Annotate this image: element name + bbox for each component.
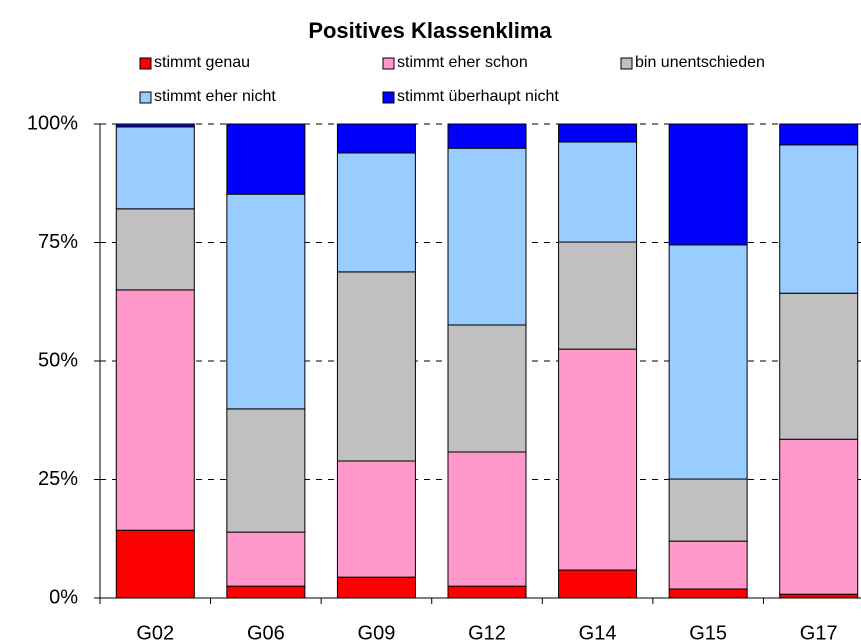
bar-segment: [558, 348, 638, 571]
bar-segment: [115, 529, 195, 599]
legend-label: bin unentschieden: [635, 54, 765, 71]
bar-segment: [668, 478, 748, 542]
bar-segment: [447, 123, 527, 149]
bar-segment: [115, 208, 195, 291]
bar-segment: [668, 244, 748, 480]
bar-segment: [668, 123, 748, 246]
bar-segment: [558, 241, 638, 350]
y-tick-label: 100%: [27, 112, 78, 134]
bar-segment: [336, 152, 416, 273]
x-tick-label: G12: [468, 622, 506, 644]
bar-segment: [779, 292, 859, 440]
bar-segment: [115, 126, 195, 210]
y-tick-label: 50%: [38, 349, 78, 371]
bar-segment: [779, 438, 859, 595]
legend-label: stimmt genau: [154, 54, 250, 71]
bar-segment: [115, 123, 195, 128]
legend-label: stimmt überhaupt nicht: [397, 88, 559, 105]
legend-swatch: [139, 57, 152, 70]
bar-segment: [115, 289, 195, 531]
x-tick-label: G09: [358, 622, 396, 644]
bar-segment: [779, 123, 859, 146]
bar-segment: [558, 123, 638, 143]
bar-segment: [447, 147, 527, 326]
legend-label: stimmt eher schon: [397, 54, 528, 71]
legend-swatch: [620, 57, 633, 70]
x-tick-label: G17: [800, 622, 838, 644]
legend-swatch: [382, 91, 395, 104]
bar-segment: [779, 144, 859, 294]
bar-segment: [336, 460, 416, 578]
bar-segment: [668, 588, 748, 599]
bar-segment: [779, 593, 859, 599]
bar-segment: [447, 324, 527, 453]
bar-segment: [558, 141, 638, 243]
bar-segment: [558, 569, 638, 599]
bar-segment: [336, 123, 416, 154]
y-tick-label: 25%: [38, 468, 78, 490]
x-tick-label: G02: [136, 622, 174, 644]
x-tick-label: G06: [247, 622, 285, 644]
bar-segment: [226, 193, 306, 410]
x-tick-label: G14: [579, 622, 617, 644]
legend-swatch: [382, 57, 395, 70]
y-tick-label: 0%: [49, 586, 78, 608]
bar-segment: [447, 585, 527, 599]
bar-segment: [226, 531, 306, 587]
legend-swatch: [139, 91, 152, 104]
legend-label: stimmt eher nicht: [154, 88, 276, 105]
bar-segment: [226, 123, 306, 195]
bar-segment: [668, 540, 748, 590]
bar-segment: [447, 451, 527, 587]
x-tick-label: G15: [689, 622, 727, 644]
y-tick-label: 75%: [38, 231, 78, 253]
bar-segment: [336, 576, 416, 599]
bar-segment: [336, 271, 416, 462]
bar-segment: [226, 408, 306, 533]
chart-title: Positives Klassenklima: [308, 18, 552, 43]
bar-segment: [226, 585, 306, 599]
